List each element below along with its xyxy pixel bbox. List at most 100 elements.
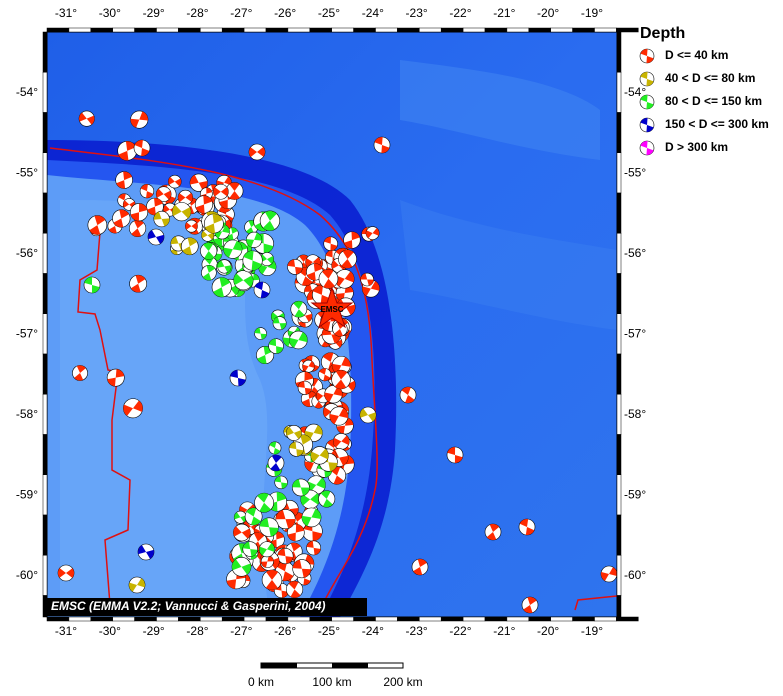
beachball-quadrant <box>329 407 349 425</box>
beachball <box>268 338 284 354</box>
beachball <box>301 507 322 528</box>
beachball-quadrant <box>265 569 279 590</box>
beachball <box>123 398 143 419</box>
beachball-quadrant <box>523 597 537 613</box>
frame-segment <box>616 72 622 113</box>
beachball-quadrant <box>79 112 95 125</box>
beachball-quadrant <box>286 426 302 440</box>
beachball <box>360 272 374 287</box>
beachball-quadrant <box>242 541 258 557</box>
beachball <box>318 368 332 382</box>
frame-segment <box>112 27 135 33</box>
lon-label: -27° <box>230 624 252 638</box>
beachball-quadrant <box>233 273 254 288</box>
beachball <box>272 316 287 331</box>
beachball-quadrant <box>138 545 154 559</box>
beachball <box>518 518 536 536</box>
frame-segment <box>156 27 179 33</box>
beachball <box>223 239 243 259</box>
beachball-quadrant <box>447 447 463 464</box>
beachball <box>231 557 252 577</box>
frame-segment <box>616 112 622 153</box>
beachball <box>600 565 617 583</box>
beachball-quadrant <box>324 386 343 403</box>
lon-label: -20° <box>537 624 559 638</box>
beachball <box>287 523 305 542</box>
beachball <box>137 543 155 561</box>
beachball <box>217 259 232 274</box>
beachball-quadrant <box>413 559 427 575</box>
credit-box <box>47 598 367 616</box>
beachball-quadrant <box>268 531 285 548</box>
beachball <box>168 174 182 189</box>
lon-label: -26° <box>274 6 296 20</box>
lat-label: -56° <box>624 246 646 260</box>
frame-segment <box>616 474 622 516</box>
frame-segment <box>419 27 442 33</box>
lon-label: -26° <box>274 624 296 638</box>
beachball <box>292 559 312 579</box>
lon-label: -30° <box>99 624 121 638</box>
beachball-quadrant <box>301 508 322 527</box>
beachball-quadrant <box>486 524 500 540</box>
frame-segment <box>134 616 157 622</box>
beachball-quadrant <box>113 209 130 228</box>
beachball <box>331 369 351 390</box>
beachball-quadrant <box>333 435 350 448</box>
beachball-quadrant <box>341 249 354 269</box>
beachball <box>229 369 247 387</box>
scale-label: 200 km <box>383 675 422 689</box>
lon-label: -21° <box>493 6 515 20</box>
beachball-quadrant <box>301 390 317 407</box>
frame-segment <box>156 616 179 622</box>
legend-label: D > 300 km <box>665 140 728 154</box>
beachball <box>260 252 274 267</box>
frame-segment <box>178 616 201 622</box>
frame-segment <box>616 233 622 274</box>
beachball-quadrant <box>107 369 125 387</box>
beachball <box>200 242 218 260</box>
beachball <box>225 182 244 200</box>
legend-label: 150 < D <= 300 km <box>665 117 769 131</box>
beachball-quadrant <box>257 493 271 513</box>
beachball-quadrant <box>302 361 315 372</box>
lon-label: -23° <box>406 6 428 20</box>
beachball-quadrant <box>261 555 274 568</box>
beachball-quadrant <box>272 316 287 330</box>
frame-segment <box>68 27 92 33</box>
lon-label: -19° <box>581 6 603 20</box>
beachball <box>155 186 172 202</box>
frame-segment <box>616 514 622 556</box>
frame-segment <box>572 616 595 622</box>
beachball-quadrant <box>276 561 294 581</box>
frame-segment <box>331 27 354 33</box>
beachball-quadrant <box>300 493 320 506</box>
beachball-quadrant <box>313 285 331 305</box>
beachball-quadrant <box>306 540 321 555</box>
beachball-outline <box>261 569 283 591</box>
beachball-quadrant <box>640 140 654 156</box>
scale-label: 100 km <box>312 675 351 689</box>
beachball <box>318 490 336 508</box>
frame-segment <box>42 434 48 475</box>
beachball-quadrant <box>305 257 321 268</box>
frame-segment <box>616 353 622 395</box>
frame-segment <box>594 27 617 33</box>
beachball-quadrant <box>129 578 145 592</box>
beachball-quadrant <box>130 111 148 128</box>
beachball <box>259 541 275 558</box>
beachball <box>639 48 655 64</box>
beachball <box>365 226 380 240</box>
frame-segment <box>616 27 639 33</box>
frame-segment <box>397 27 420 33</box>
frame-segment <box>42 192 48 234</box>
beachball-quadrant <box>298 381 312 395</box>
frame-segment <box>462 27 486 33</box>
beachball-quadrant <box>287 524 305 542</box>
beachball-quadrant <box>289 332 308 348</box>
beachball <box>332 433 350 450</box>
frame-segment <box>42 31 48 73</box>
map-background: EMSC <box>47 32 617 617</box>
beachball <box>277 548 294 565</box>
beachball <box>57 564 75 582</box>
